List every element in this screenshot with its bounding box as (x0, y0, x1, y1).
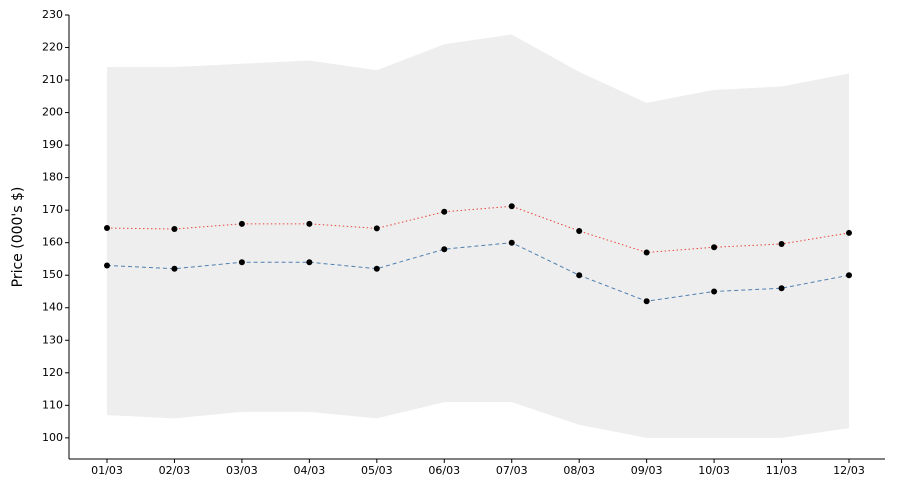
point (576, 227, 583, 234)
point (441, 246, 448, 253)
x-tick-label: 03/03 (226, 464, 258, 477)
series-line (106, 205, 850, 253)
point (238, 220, 245, 227)
y-tick-label: 110 (42, 398, 63, 411)
point (711, 244, 718, 251)
point (104, 262, 110, 269)
point (171, 265, 178, 272)
point (171, 226, 178, 233)
point (778, 285, 785, 292)
point (576, 272, 583, 279)
point (508, 239, 515, 246)
y-tick-label: 150 (42, 268, 63, 281)
y-tick-label: 180 (42, 171, 63, 184)
y-tick-label: 130 (42, 333, 63, 346)
y-tick-label: 120 (42, 366, 63, 379)
x-tick-label: 09/03 (631, 464, 663, 477)
point (846, 229, 852, 236)
x-tick-label: 01/03 (91, 464, 123, 477)
point (306, 220, 313, 227)
range-band (107, 34, 849, 438)
point (373, 225, 380, 232)
x-tick-label: 10/03 (698, 464, 730, 477)
x-tick-label: 02/03 (159, 464, 191, 477)
point (238, 259, 245, 266)
y-tick-label: 190 (42, 138, 63, 151)
point (711, 288, 718, 295)
point (643, 298, 650, 305)
y-tick-label: 170 (42, 203, 63, 216)
point (778, 240, 785, 247)
y-tick-label: 100 (42, 431, 63, 444)
series-line (106, 242, 850, 302)
point (508, 203, 515, 210)
y-tick-label: 160 (42, 236, 63, 249)
y-tick-label: 200 (42, 106, 63, 119)
y-axis-label: Price (000's $) (10, 187, 26, 288)
x-tick-label: 08/03 (563, 464, 595, 477)
point (373, 265, 380, 272)
point (306, 259, 313, 266)
y-tick-label: 210 (42, 73, 63, 86)
x-tick-label: 12/03 (833, 464, 865, 477)
x-tick-label: 04/03 (294, 464, 326, 477)
y-tick-label: 140 (42, 301, 63, 314)
x-tick-label: 07/03 (496, 464, 528, 477)
point (643, 249, 650, 256)
x-tick-label: 06/03 (428, 464, 460, 477)
point (441, 208, 448, 215)
y-tick-label: 220 (42, 41, 63, 54)
x-tick-label: 11/03 (766, 464, 798, 477)
point (104, 225, 110, 232)
point (846, 272, 852, 279)
y-tick-label: 230 (42, 8, 63, 21)
x-tick-label: 05/03 (361, 464, 393, 477)
